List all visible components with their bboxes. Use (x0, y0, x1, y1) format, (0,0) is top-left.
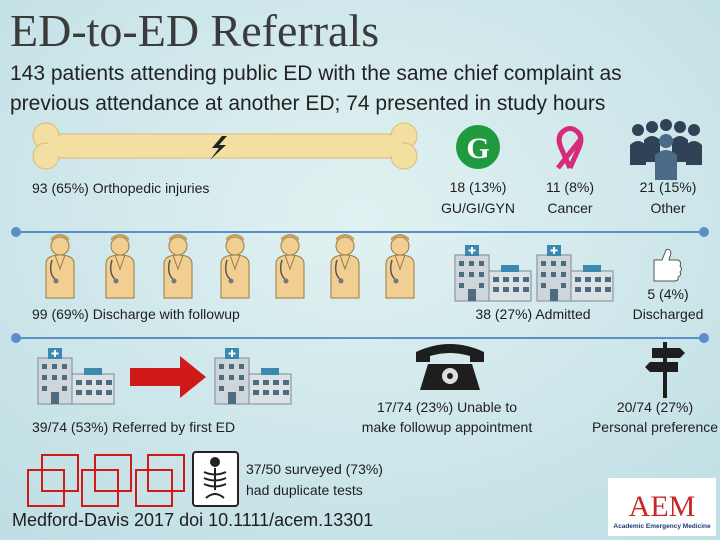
bone-icon-part (210, 136, 227, 160)
people-icon-part (674, 121, 686, 133)
orthopedic-label: 93 (65%) Orthopedic injuries (32, 180, 209, 196)
divider-part (11, 333, 21, 343)
ribbon-icon-part (556, 138, 582, 170)
duplicate-test-icons-part (147, 454, 185, 492)
duplicate-test-icons-part (135, 469, 173, 507)
gu-label: GU/GI/GYN (441, 200, 515, 216)
unable-label: make followup appointment (362, 419, 533, 435)
citation: Medford-Davis 2017 doi 10.1111/acem.1330… (12, 510, 373, 530)
ribbon-icon (556, 126, 584, 170)
aem-logo-part (608, 478, 716, 536)
phone-icon-part (416, 344, 484, 362)
cancer-label: Cancer (547, 200, 592, 216)
aem-logo: AEM Academic Emergency Medicine (608, 478, 716, 536)
cancer-label: 11 (8%) (546, 179, 594, 195)
phone-icon (416, 344, 484, 390)
people-icon-part (660, 119, 672, 131)
logo-mark: AEM (629, 490, 696, 523)
gu-icon-letter: G (466, 132, 489, 165)
people-icon-part (630, 136, 702, 165)
people-icon-part (655, 150, 677, 180)
thumbs-up-icon (653, 248, 682, 282)
referred-label: 39/74 (53%) Referred by first ED (32, 419, 235, 435)
xray-icon (192, 451, 239, 507)
preference-label: Personal preference (592, 419, 718, 435)
preference-label: 20/74 (27%) (617, 399, 693, 415)
duplicate-test-icons (27, 454, 185, 507)
xray-icon-part (203, 468, 227, 499)
unable-label: 17/74 (23%) Unable to (377, 399, 517, 415)
thumbs-up-icon-part (653, 248, 682, 282)
people-icon-part (646, 121, 658, 133)
duplicate-test-icons-part (41, 454, 79, 492)
divider-part (11, 227, 21, 237)
gu-label: 18 (13%) (450, 179, 507, 195)
ribbon-icon-part (556, 126, 584, 170)
bone-icon-part (48, 136, 402, 156)
duplicates-label: 37/50 surveyed (73%) (246, 461, 383, 477)
title: ED-to-ED Referrals (10, 5, 379, 56)
other-label: 21 (15%) (640, 179, 697, 195)
admitted-label: 38 (27%) Admitted (475, 306, 590, 322)
signpost-icon-part (645, 362, 678, 372)
divider (11, 333, 709, 343)
xray-icon-part (210, 457, 220, 467)
gu-icon-part (456, 125, 500, 169)
referral-icons (37, 347, 292, 405)
divider-part (699, 333, 709, 343)
duplicates-label: had duplicate tests (246, 482, 363, 498)
followup-label: 99 (69%) Discharge with followup (32, 306, 240, 322)
bone-icon (32, 122, 418, 170)
subtitle: 143 patients attending public ED with th… (10, 62, 622, 85)
other-label: Other (650, 200, 685, 216)
people-icon-part (632, 124, 644, 136)
signpost-icon-part (652, 348, 685, 358)
duplicate-test-icons-part (81, 469, 119, 507)
signpost-icon (645, 342, 685, 398)
logo-name: Academic Emergency Medicine (613, 523, 711, 530)
divider (11, 227, 709, 237)
duplicate-test-icons-part (27, 469, 65, 507)
gu-icon: G (456, 125, 500, 169)
referral-icons-part (130, 356, 206, 398)
divider-part (699, 227, 709, 237)
people-icon-part (659, 134, 673, 148)
subtitle: previous attendance at another ED; 74 pr… (10, 92, 605, 115)
discharged-label: Discharged (633, 306, 704, 322)
people-icon-part (688, 124, 700, 136)
phone-icon-part (447, 373, 453, 379)
discharged-label: 5 (4%) (647, 286, 688, 302)
people-icon (630, 119, 702, 180)
duplicate-test-icons-part (94, 454, 132, 492)
